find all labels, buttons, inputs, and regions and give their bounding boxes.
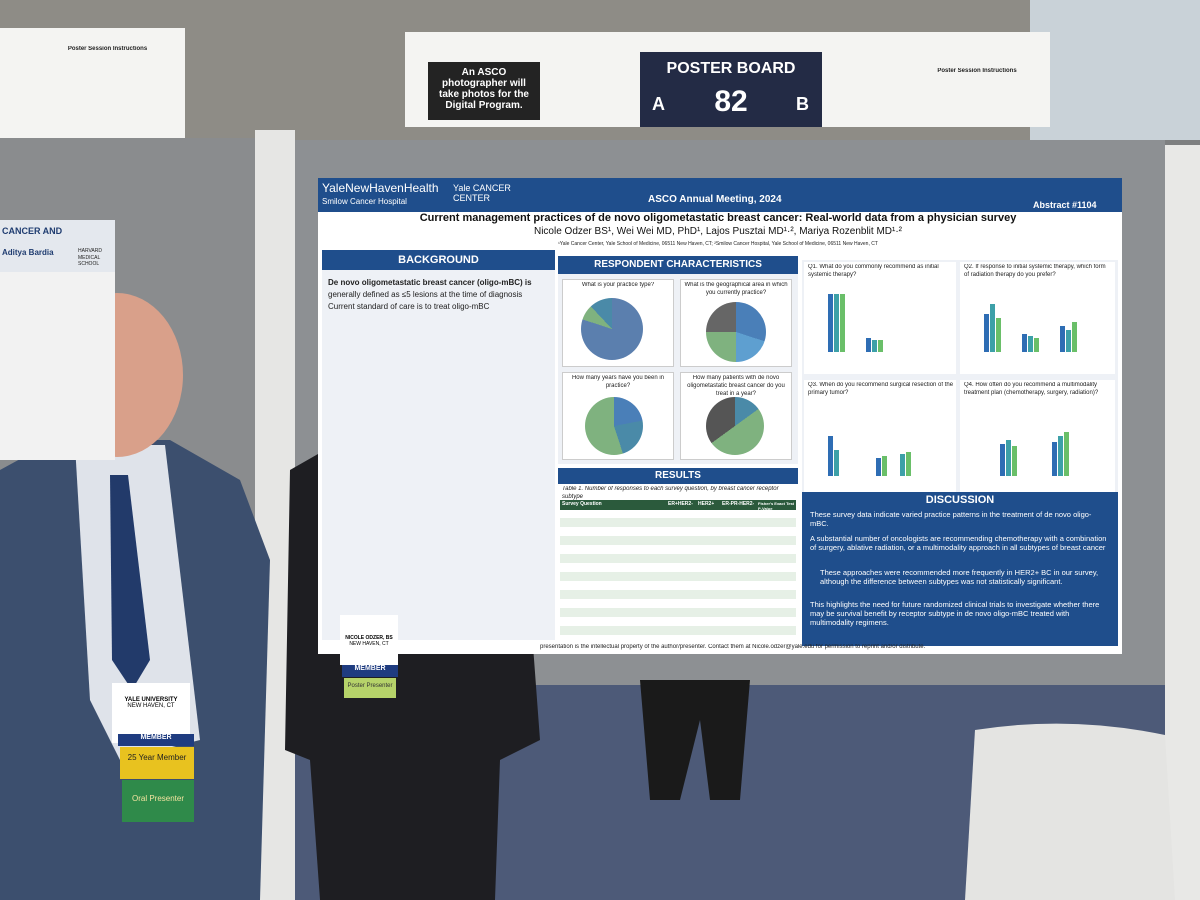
bar-chart [828,294,883,352]
badge-org: YALE UNIVERSITY [124,697,178,703]
hospital: Smilow Cancer Hospital [322,197,407,206]
pie-question: What is your practice type? [581,282,655,288]
background-text: generally defined as ≤5 lesions at the t… [328,290,523,299]
column-header: Fisher's Exact Test P-Value [758,501,795,511]
background-text: De novo oligometastatic breast cancer (o… [328,278,532,287]
board-label: POSTER BOARD [666,60,796,77]
poster-title: Current management practices of de novo … [419,212,1017,224]
meeting: ASCO Annual Meeting, 2024 [648,194,782,205]
discussion-bullet: A substantial number of oncologists are … [810,534,1107,552]
question: Q4. How often do you recommend a multimo… [964,382,1099,396]
column-header: ER-PR-HER2- [722,501,755,507]
photographer-note: An ASCO photographer will take photos fo… [428,62,540,120]
center: Yale CANCER CENTER [453,183,511,203]
column-header: Survey Question [562,501,602,507]
org: YaleNewHavenHealth [322,181,439,195]
ribbon: Oral Presenter [122,780,194,822]
poster-header [318,178,1122,212]
pie [706,397,764,455]
abstract: Abstract #1104 [1033,200,1097,210]
question: Q1. What do you commonly recommend as in… [808,264,939,278]
section-heading: BACKGROUND [322,250,555,270]
sign-panel: Poster Session Instructions [0,28,185,138]
results-table: Survey Question ER+HER2- HER2+ ER-PR-HER… [560,500,796,638]
section-heading: RESULTS [558,468,798,484]
board-number: 82 [714,85,748,118]
ribbon: Poster Presenter [344,678,396,698]
pie [581,298,643,360]
table-caption: Table 1. Number of responses to each sur… [562,486,779,500]
heading: CANCER AND [2,226,63,236]
badge: YALE UNIVERSITY NEW HAVEN, CT [112,683,190,743]
bar-chart [984,304,1077,352]
pie [585,397,643,455]
ribbon: 25 Year Member [120,747,194,779]
affiliations: ¹Yale Cancer Center, Yale School of Medi… [558,241,878,247]
question: Q2. If response to initial systemic ther… [964,264,1106,278]
window [1030,0,1200,140]
pie-question: How many patients with de novo oligometa… [687,375,785,397]
pie [706,302,766,362]
discussion-bullet: These approaches were recommended more f… [820,568,1099,586]
background-text: Current standard of care is to treat oli… [328,302,490,311]
badge-city: NEW HAVEN, CT [127,703,175,709]
column-header: HER2+ [698,501,715,507]
poster: YaleNewHavenHealth Smilow Cancer Hospita… [318,178,1122,654]
question: Q3. When do you recommend surgical resec… [808,382,954,396]
board-sign: POSTER BOARD A 82 B [640,52,822,127]
section-heading: DISCUSSION [925,494,995,506]
background-panel: De novo oligometastatic breast cancer (o… [322,270,555,640]
bar-chart [1000,432,1069,476]
side-b: B [796,94,809,114]
bar-chart [828,436,911,476]
author: Aditya Bardia [2,248,54,257]
section-heading: RESPONDENT CHARACTERISTICS [558,256,798,274]
badge-name: NICOLE ODZER, BS [345,635,393,641]
authors: Nicole Odzer BS¹, Wei Wei MD, PhD¹, Lajo… [533,226,903,237]
badge-member: MEMBER [342,665,398,677]
instructions: Poster Session Instructions [67,46,148,52]
side-a: A [652,94,665,114]
partition [1165,145,1200,900]
sign-panel: An ASCO photographer will take photos fo… [405,32,1050,127]
discussion-bullet: This highlights the need for future rand… [810,600,1100,627]
pie-question: What is the geographical area in which y… [684,282,788,296]
badge-city: NEW HAVEN, CT [349,641,389,647]
left-poster: CANCER AND Aditya Bardia HARVARD MEDICAL… [0,220,115,460]
badge-member: MEMBER [118,734,194,746]
discussion-panel: DISCUSSION These survey data indicate va… [802,492,1118,646]
footer: presentation is the intellectual propert… [540,644,926,650]
person-legs [640,680,750,800]
chair [965,723,1175,900]
instructions: Poster Session Instructions [937,68,1017,74]
column-header: ER+HER2- [668,501,693,507]
respondents-panel: What is your practice type? What is the … [558,274,798,464]
man-tie [110,475,150,690]
questions-panel: Q1. What do you commonly recommend as in… [802,260,1118,508]
discussion-bullet: These survey data indicate varied practi… [810,510,1092,528]
badge: NICOLE ODZER, BS NEW HAVEN, CT [340,615,398,665]
pie-question: How many years have you been in practice… [571,375,665,389]
school: HARVARD MEDICAL SCHOOL [78,248,102,267]
